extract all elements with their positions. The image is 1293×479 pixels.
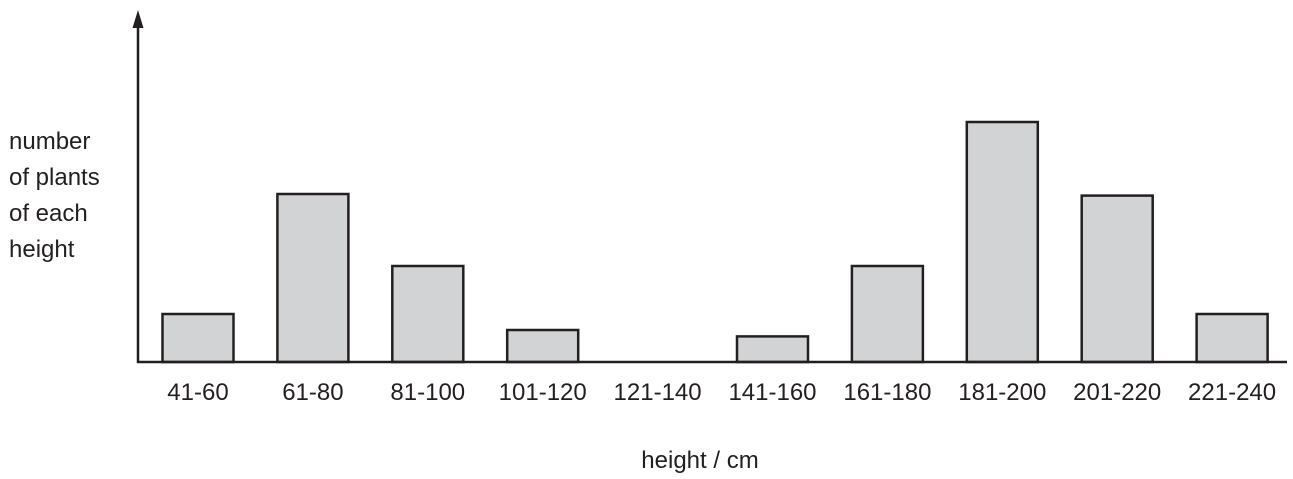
bar-181-200 — [965, 120, 1040, 364]
y-axis-arrow-icon — [132, 10, 144, 28]
bar-201-220 — [1080, 194, 1154, 364]
x-tick-label: 221-240 — [1188, 379, 1276, 406]
y-axis-label-line: height — [9, 236, 75, 263]
bar-61-80 — [276, 192, 350, 364]
y-axis-label: number of plants of each height — [9, 124, 100, 268]
x-tick-label: 101-120 — [499, 379, 587, 406]
x-tick-label: 201-220 — [1073, 379, 1161, 406]
x-tick-label: 161-180 — [843, 379, 931, 406]
y-axis-label-line: of each — [9, 200, 88, 227]
bars-group — [161, 120, 1269, 364]
y-axis-label-line: of plants — [9, 164, 100, 191]
x-tick-label: 181-200 — [958, 379, 1046, 406]
x-tick-label: 121-140 — [614, 379, 702, 406]
bar-161-180 — [850, 264, 925, 364]
x-tick-label: 81-100 — [390, 379, 465, 406]
bar-81-100 — [391, 264, 465, 364]
x-tick-label: 141-160 — [728, 379, 816, 406]
bar-221-240 — [1195, 312, 1269, 364]
y-axis-label-line: number — [9, 128, 91, 155]
bar-101-120 — [505, 328, 580, 364]
bar-141-160 — [735, 335, 810, 364]
x-tick-label: 61-80 — [282, 379, 343, 406]
x-tick-labels: 41-60 61-80 81-100 101-120 121-140 141-160 161… — [167, 379, 1276, 406]
x-axis-label: height / cm — [641, 447, 759, 474]
bar-41-60 — [161, 312, 235, 364]
x-tick-label: 41-60 — [167, 379, 228, 406]
